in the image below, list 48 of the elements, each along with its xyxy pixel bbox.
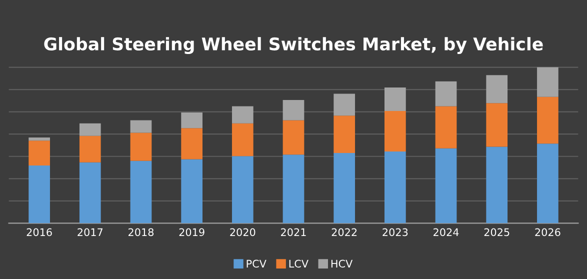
- x-tick-label: 2023: [382, 228, 408, 236]
- bar: [435, 148, 457, 224]
- bar: [130, 120, 152, 133]
- bar: [537, 144, 558, 224]
- x-tick-label: 2026: [535, 228, 560, 236]
- bar: [384, 151, 406, 224]
- x-tick-label: 2016: [26, 228, 52, 236]
- bar: [28, 140, 50, 166]
- bar: [130, 132, 152, 161]
- chart-title: Global Steering Wheel Switches Market, by Vehicle: [44, 37, 543, 54]
- bar: [384, 88, 406, 111]
- bar: [79, 162, 101, 224]
- bar: [537, 96, 558, 144]
- x-tick-label: 2017: [78, 228, 103, 236]
- bar: [232, 106, 254, 124]
- bar: [28, 137, 50, 141]
- bar: [28, 166, 50, 224]
- bar: [384, 110, 406, 152]
- bar: [232, 156, 254, 224]
- bar: [181, 159, 202, 224]
- x-tick-label: 2020: [230, 228, 256, 236]
- x-tick-label: 2024: [434, 228, 459, 236]
- bar: [79, 136, 101, 162]
- x-tick-label: 2021: [281, 228, 306, 236]
- bar: [282, 120, 304, 155]
- bar: [486, 146, 508, 224]
- bar: [130, 160, 152, 224]
- bar: [282, 100, 304, 120]
- legend-label: HCV: [331, 260, 353, 268]
- bar: [435, 106, 457, 148]
- bar: [181, 128, 202, 160]
- bar: [435, 81, 457, 106]
- x-tick-label: 2018: [128, 228, 154, 236]
- bar: [334, 116, 356, 154]
- bar: [334, 94, 356, 116]
- x-tick-label: 2025: [484, 228, 510, 236]
- legend-label: PCV: [246, 260, 266, 268]
- x-tick-label: 2019: [179, 228, 204, 236]
- legend-label: LCV: [289, 260, 308, 268]
- bar: [486, 75, 508, 104]
- x-tick-label: 2022: [332, 228, 357, 236]
- bar: [79, 123, 101, 136]
- bar: [334, 153, 356, 224]
- bar: [537, 67, 558, 97]
- bar: [282, 154, 304, 224]
- bar: [232, 123, 254, 156]
- bar: [486, 103, 508, 147]
- bar: [181, 112, 202, 128]
